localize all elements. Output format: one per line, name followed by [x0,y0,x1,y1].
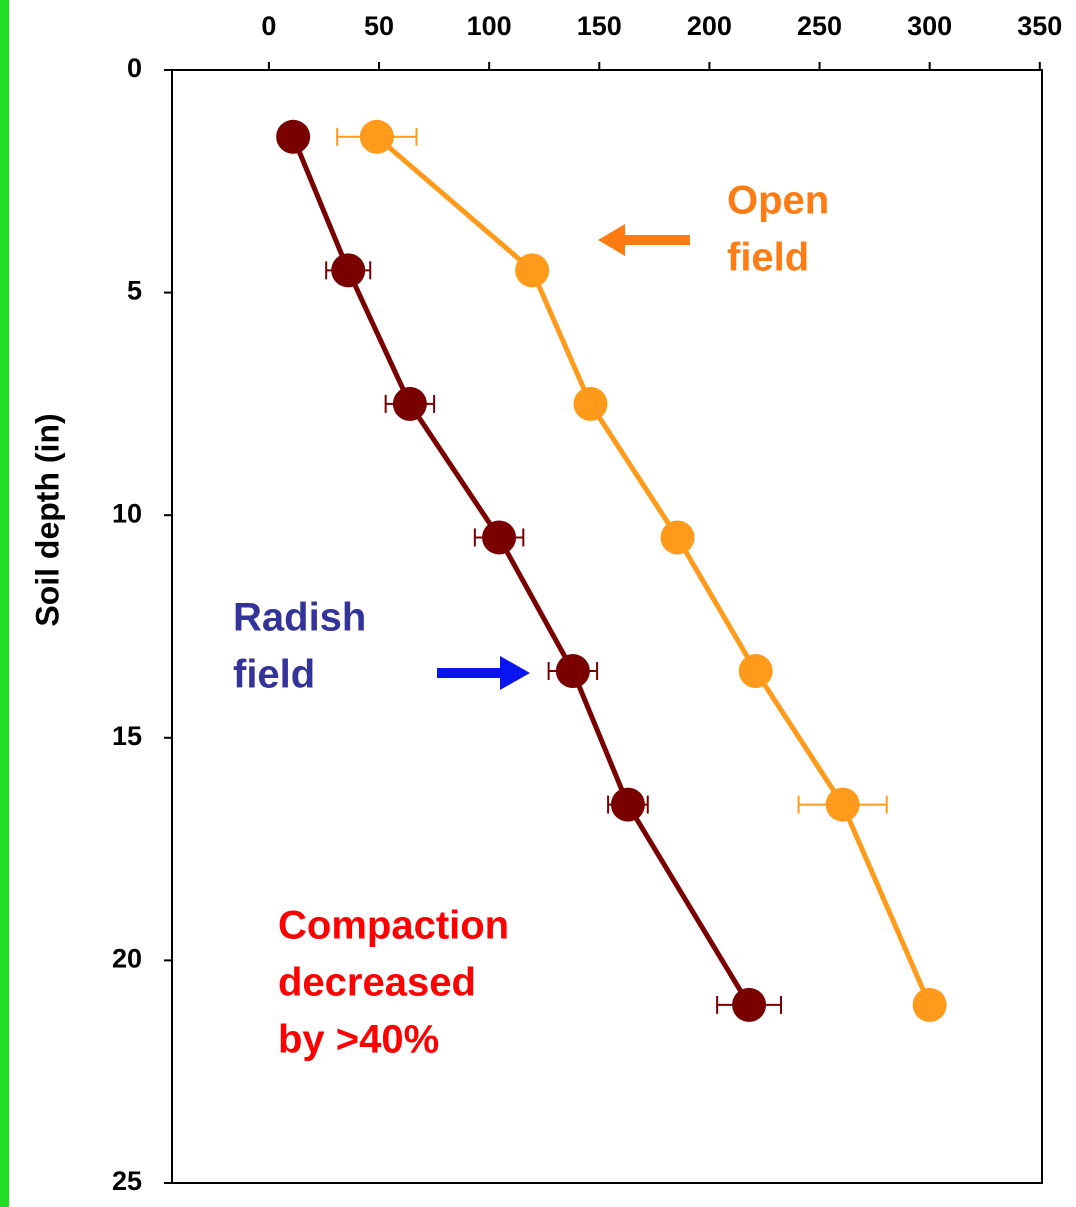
point [482,520,517,555]
left-border [0,0,9,1207]
point [392,386,427,421]
point [555,654,590,689]
annotation: Open [727,179,829,223]
y-tick-label: 20 [112,944,142,974]
x-tick-label: 50 [364,11,394,41]
y-tick-label: 0 [127,53,142,83]
point [825,787,860,822]
point [276,119,311,154]
arrow [598,224,690,256]
y-tick-label: 5 [127,276,142,306]
point [515,253,550,288]
x-tick-label: 0 [261,11,276,41]
point [573,386,608,421]
x-tick-label: 150 [577,11,622,41]
annotation: Compaction [278,904,509,948]
y-axis-label: Soil depth (in) [29,413,65,626]
annotation: by >40% [278,1018,439,1062]
point [912,987,947,1022]
series-line [375,134,932,1006]
x-tick-label: 100 [467,11,512,41]
plot-frame [171,69,1043,1184]
point [359,119,394,154]
y-tick-label: 15 [112,721,142,751]
annotation: field [727,236,809,280]
y-tick-label: 25 [112,1166,142,1196]
point [738,654,773,689]
annotation: decreased [278,961,476,1005]
annotation: Radish [233,596,366,640]
x-tick-label: 200 [687,11,732,41]
x-tick-label: 300 [907,11,952,41]
arrow [437,656,530,690]
x-tick-label: 350 [1017,11,1062,41]
y-tick-label: 10 [112,498,142,528]
point [732,987,767,1022]
annotation: field [233,653,315,697]
point [331,253,366,288]
point [660,520,695,555]
point [610,787,645,822]
x-tick-label: 250 [797,11,842,41]
